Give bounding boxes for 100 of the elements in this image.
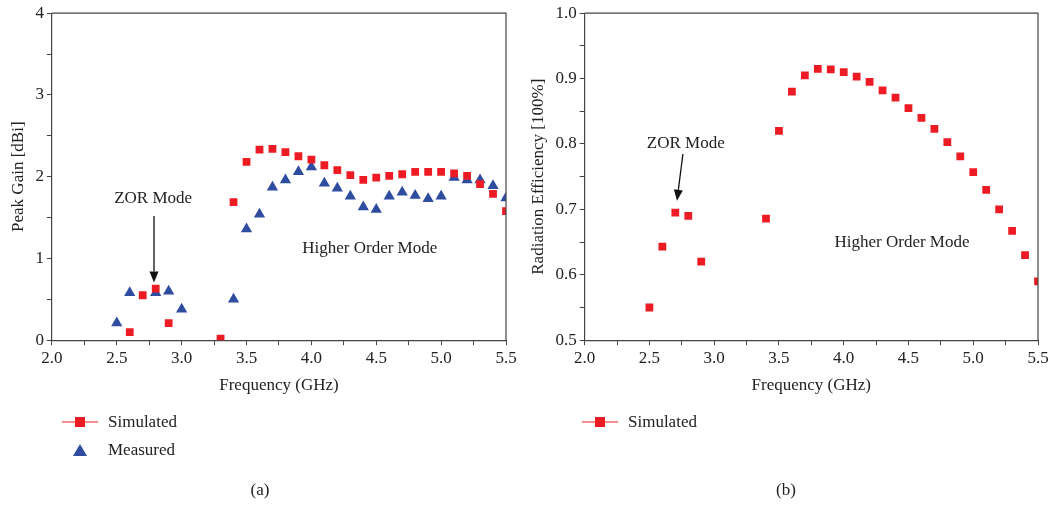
x-tick-label: 5.5 bbox=[1027, 347, 1049, 367]
point bbox=[163, 284, 175, 295]
point bbox=[229, 198, 238, 206]
text: (a) bbox=[249, 480, 271, 500]
point bbox=[318, 176, 330, 187]
point bbox=[294, 152, 303, 161]
y-tick-label: 4 bbox=[35, 2, 45, 22]
point bbox=[372, 173, 381, 182]
point bbox=[411, 167, 420, 176]
x-tick-label: 4.5 bbox=[365, 347, 387, 367]
point bbox=[281, 148, 290, 157]
point bbox=[839, 68, 848, 76]
x-tick-label: 2.0 bbox=[41, 347, 63, 367]
point bbox=[125, 328, 134, 336]
point bbox=[253, 207, 266, 218]
point bbox=[359, 176, 368, 184]
point bbox=[865, 77, 874, 86]
point bbox=[396, 185, 408, 196]
point bbox=[995, 205, 1004, 214]
point bbox=[878, 86, 887, 95]
y-tick-label: 0.9 bbox=[555, 68, 577, 88]
point bbox=[904, 104, 913, 112]
x-tick-label: 4.0 bbox=[833, 347, 855, 367]
point bbox=[227, 292, 240, 303]
point bbox=[813, 64, 822, 73]
point bbox=[969, 168, 978, 177]
point bbox=[151, 284, 160, 293]
point bbox=[788, 87, 796, 96]
y-tick-label: 0.8 bbox=[555, 133, 577, 153]
point bbox=[279, 173, 292, 184]
point bbox=[398, 170, 407, 179]
y-tick-label: 1 bbox=[35, 247, 44, 267]
point bbox=[982, 185, 991, 194]
y-tick-label: 0.6 bbox=[555, 264, 577, 284]
point bbox=[357, 200, 369, 211]
y-tick-label: 2 bbox=[35, 166, 44, 186]
point bbox=[943, 138, 952, 146]
point bbox=[697, 257, 706, 266]
point bbox=[409, 189, 421, 199]
x-tick-label: 5.0 bbox=[430, 347, 452, 367]
y-axis-title: Radiation Efficiency [100%] bbox=[527, 78, 547, 275]
y-tick-label: 0.5 bbox=[555, 329, 577, 349]
point bbox=[346, 171, 355, 179]
point bbox=[176, 302, 188, 313]
point bbox=[370, 202, 382, 213]
y-tick-label: 0.7 bbox=[555, 198, 578, 218]
y-tick-label: 3 bbox=[35, 84, 44, 104]
point bbox=[255, 145, 264, 154]
legend-label: Measured bbox=[108, 440, 176, 460]
x-tick-label: 5.5 bbox=[495, 347, 517, 367]
x-tick-label: 2.0 bbox=[574, 347, 596, 367]
y-tick-label: 1.0 bbox=[555, 2, 577, 22]
point bbox=[956, 152, 965, 161]
point bbox=[476, 180, 484, 188]
point bbox=[242, 158, 251, 166]
x-tick-label: 2.5 bbox=[106, 347, 128, 367]
x-tick-label: 5.0 bbox=[962, 347, 984, 367]
point bbox=[1021, 251, 1029, 260]
annotation: Higher Order Mode bbox=[302, 238, 438, 258]
point bbox=[826, 65, 835, 74]
point bbox=[111, 316, 123, 327]
legend-label: Simulated bbox=[628, 412, 697, 432]
point bbox=[852, 72, 861, 81]
point bbox=[344, 189, 356, 200]
point bbox=[435, 189, 447, 200]
point bbox=[1008, 227, 1016, 235]
point bbox=[385, 171, 394, 180]
point bbox=[424, 167, 433, 176]
x-tick-label: 3.5 bbox=[768, 347, 790, 367]
point bbox=[422, 192, 434, 203]
point bbox=[292, 165, 305, 176]
y-axis-title: Peak Gain [dBi] bbox=[7, 121, 27, 232]
annotation: ZOR Mode bbox=[114, 188, 193, 208]
y-tick-label: 0 bbox=[35, 329, 44, 349]
point bbox=[917, 113, 926, 122]
point bbox=[307, 155, 316, 164]
x-tick-label: 3.0 bbox=[171, 347, 193, 367]
point bbox=[930, 125, 939, 133]
point bbox=[437, 167, 446, 176]
point bbox=[268, 145, 277, 153]
point bbox=[671, 208, 680, 217]
point bbox=[320, 161, 329, 170]
point bbox=[775, 127, 783, 135]
point bbox=[489, 189, 497, 198]
annotation: ZOR Mode bbox=[646, 133, 725, 153]
point bbox=[800, 71, 809, 80]
annotation: Higher Order Mode bbox=[834, 231, 970, 251]
point bbox=[658, 242, 667, 251]
point bbox=[164, 319, 173, 327]
point bbox=[240, 222, 253, 233]
x-axis-title: Frequency (GHz) bbox=[219, 375, 339, 395]
point bbox=[124, 286, 136, 297]
point bbox=[463, 171, 471, 180]
x-tick-label: 4.0 bbox=[300, 347, 323, 367]
x-axis-title: Frequency (GHz) bbox=[751, 375, 872, 395]
point bbox=[487, 179, 499, 189]
x-tick-label: 2.5 bbox=[638, 347, 661, 367]
x-tick-label: 3.5 bbox=[235, 347, 258, 367]
point bbox=[138, 291, 147, 300]
x-tick-label: 4.5 bbox=[897, 347, 920, 367]
